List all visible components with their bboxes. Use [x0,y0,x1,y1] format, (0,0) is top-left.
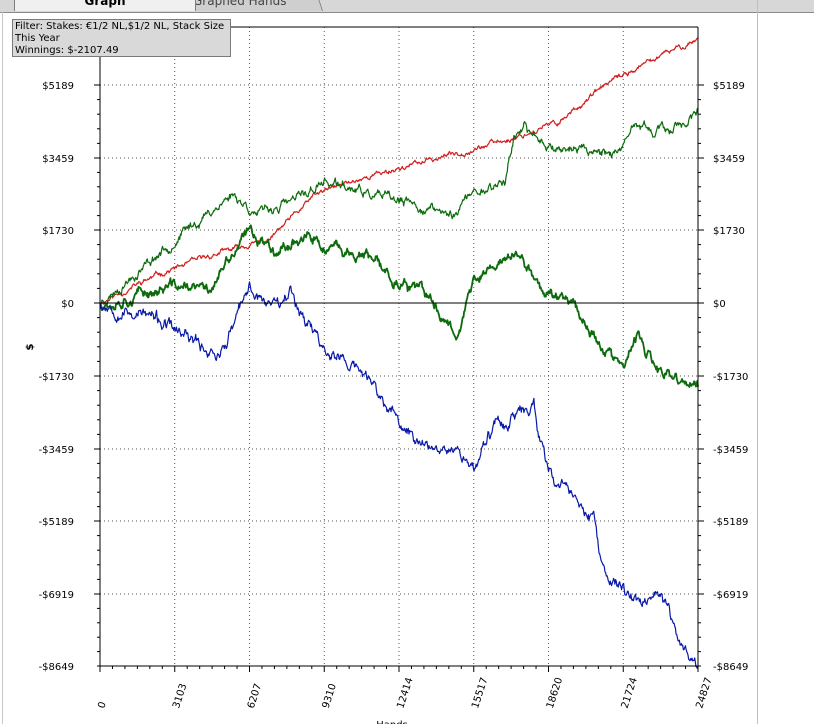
y-tick-label-left: $0 [61,299,74,310]
y-tick-label-right: $0 [713,299,726,310]
y-tick-label-right: $1730 [713,226,745,237]
left-border [2,12,3,724]
y-axis-title: $ [25,343,36,350]
y-tick-label-left: $5189 [42,81,74,92]
filter-stakes-text: Filter: Stakes: €1/2 NL,$1/2 NL, Stack S… [15,21,225,32]
y-tick-label-right: $5189 [713,81,745,92]
x-tick-label: 9310 [321,682,339,710]
y-tick-label-left: -$6919 [39,590,74,601]
right-topbar [758,0,814,13]
series-layer [99,37,699,669]
tab-graph[interactable]: Graph [14,0,196,11]
labels-layer: $5189 $5189 $3459 $3459 $1730 $1730 $0 $0 -$1730… [25,81,748,724]
x-tick-label: 24827 [694,676,714,710]
x-tick-label: 12414 [395,676,415,710]
filter-winnings-text: Winnings: $-2107.49 [15,45,119,56]
x-axis-title: Hands [376,720,408,724]
y-tick-label-right: -$8649 [713,662,748,673]
series-line-green [99,224,699,388]
y-tick-label-right: -$3459 [713,445,748,456]
y-tick-label-right: -$5189 [713,517,748,528]
y-tick-label-right: -$6919 [713,590,748,601]
x-tick-label: 21724 [620,676,640,710]
x-tick-label: 15517 [470,676,490,710]
y-tick-label-right: -$1730 [713,372,748,383]
series-line-blue [99,281,699,669]
y-tick-label-left: -$5189 [39,517,74,528]
y-tick-label-left: -$3459 [39,445,74,456]
x-tick-label: 6207 [246,682,264,710]
grid-layer [99,27,699,667]
y-tick-label-left: $1730 [42,226,74,237]
y-tick-label-left: $3459 [42,154,74,165]
y-tick-label-left: -$1730 [39,372,74,383]
series-line-red [99,37,699,305]
x-tick-label: 0 [96,700,108,709]
x-tick-label: 18620 [545,676,565,710]
tab-graph-label: Graph [84,0,126,8]
tab-strip: Graphed Hands Graph [0,0,758,13]
x-tick-label: 3103 [171,682,189,710]
y-tick-label-left: -$8649 [39,662,74,673]
y-tick-label-right: $3459 [713,154,745,165]
series-line-green [99,107,699,307]
right-window-margin [757,0,814,724]
winnings-graph: $5189 $5189 $3459 $3459 $1730 $1730 $0 $0 -$1730… [25,26,748,724]
filter-period-text: This Year [15,33,60,44]
filter-info-box: Filter: Stakes: €1/2 NL,$1/2 NL, Stack S… [12,19,231,57]
